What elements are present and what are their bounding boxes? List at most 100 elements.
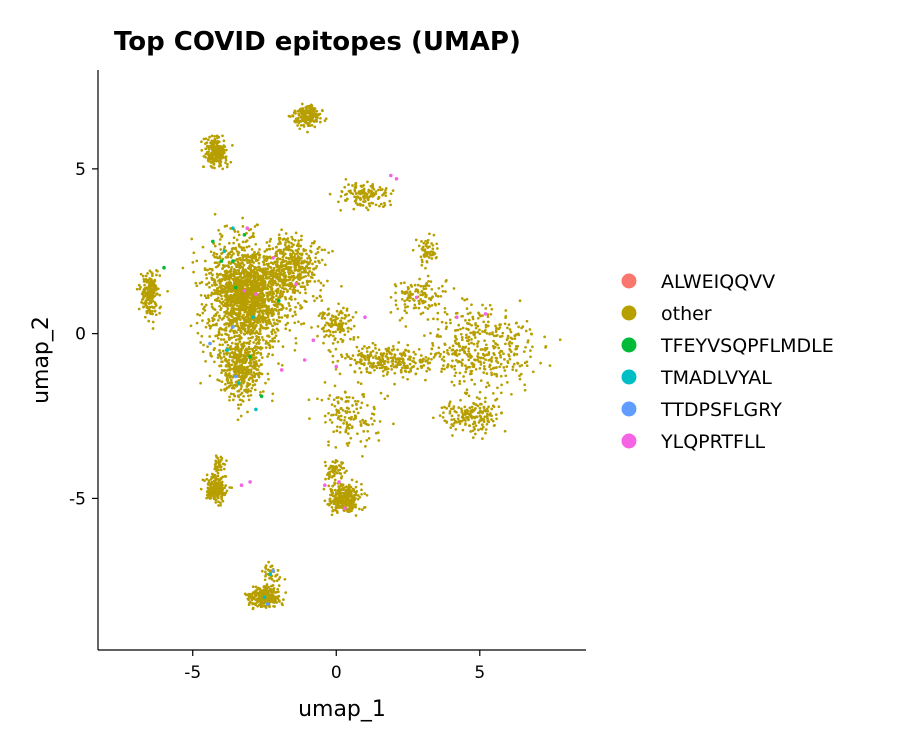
point-other-4030 [210, 166, 214, 169]
point-other-3325 [503, 322, 507, 326]
point-other-1614 [274, 298, 278, 301]
point-other-2964 [523, 388, 527, 392]
point-other-4978 [331, 509, 334, 513]
point-other-4249 [306, 130, 309, 134]
point-other-2458 [291, 288, 295, 292]
point-other-1630 [234, 282, 238, 285]
point-other-2469 [273, 300, 277, 304]
point-other-3239 [524, 345, 527, 349]
point-other-2267 [311, 262, 314, 266]
point-other-4892 [334, 505, 338, 509]
point-other-3327 [495, 326, 498, 330]
point-other-4290 [294, 112, 297, 115]
point-other-3384 [503, 429, 507, 433]
point-other-193 [232, 236, 236, 240]
point-other-4659 [220, 496, 223, 499]
point-other-3207 [428, 368, 431, 371]
point-other-3794 [379, 202, 383, 206]
point-other-3843 [366, 208, 370, 212]
point-other-1523 [229, 284, 233, 288]
point-other-660 [235, 238, 239, 242]
point-other-1441 [229, 293, 232, 297]
point-other-3290 [518, 374, 521, 378]
point-other-3169 [450, 380, 454, 384]
point-other-2097 [236, 389, 240, 393]
point-other-3724 [428, 245, 431, 249]
point-other-1931 [257, 365, 261, 368]
point-other-1661 [244, 268, 247, 272]
point-other-2516 [291, 284, 295, 288]
point-other-2669 [333, 337, 337, 340]
point-other-3920 [224, 161, 227, 165]
point-other-3272 [470, 378, 474, 382]
point-other-3002 [471, 317, 475, 321]
point-other-2953 [389, 356, 393, 360]
point-other-1625 [245, 277, 248, 281]
point-other-2922 [382, 360, 385, 364]
point-other-3177 [484, 358, 487, 362]
point-other-3335 [502, 366, 506, 369]
point-other-1449 [265, 291, 268, 295]
point-other-1542 [255, 318, 259, 321]
point-other-1410 [232, 311, 236, 314]
point-other-4296 [300, 102, 304, 106]
point-other-3725 [435, 255, 438, 259]
point-other-774 [209, 250, 213, 254]
point-other-3527 [486, 420, 490, 423]
point-other-2951 [394, 360, 398, 364]
point-other-2593 [335, 309, 339, 313]
point-other-4302 [139, 272, 143, 276]
point-other-2350 [307, 274, 310, 277]
point-other-1659 [263, 316, 267, 320]
point-other-3518 [472, 401, 475, 405]
point-other-1322 [288, 329, 292, 332]
point-other-3073 [467, 349, 470, 353]
point-other-3264 [506, 326, 509, 330]
point-other-3401 [443, 405, 446, 409]
point-other-1015 [239, 318, 242, 321]
point-other-2150 [235, 361, 239, 364]
point-other-1677 [246, 310, 250, 314]
point-other-2642 [356, 335, 360, 339]
point-other-2831 [353, 358, 357, 362]
point-other-3328 [423, 334, 426, 337]
point-other-1939 [226, 361, 230, 365]
point-other-4421 [135, 287, 139, 291]
point-other-2730 [351, 354, 355, 357]
point-other-3404 [441, 415, 445, 419]
point-other-4265 [308, 118, 312, 122]
point-other-3271 [485, 347, 489, 350]
point-other-1503 [210, 291, 214, 295]
point-other-4072 [211, 146, 215, 150]
point-other-1137 [212, 339, 215, 343]
point-other-1431 [220, 279, 223, 283]
point-other-2547 [273, 260, 277, 264]
point-other-2857 [368, 365, 372, 368]
point-other-2335 [288, 287, 292, 290]
point-other-4649 [221, 499, 225, 503]
point-other-2740 [334, 367, 338, 371]
point-other-1845 [240, 385, 243, 388]
point-other-3662 [404, 306, 407, 309]
point-other-3538 [482, 420, 486, 424]
point-other-2924 [372, 361, 376, 365]
point-other-1073 [238, 263, 242, 266]
point-other-3568 [405, 311, 408, 315]
point-other-3222 [467, 342, 471, 346]
point-other-3195 [440, 370, 443, 373]
point-other-1696 [241, 326, 245, 330]
point-other-2068 [243, 327, 247, 331]
point-other-3548 [469, 414, 473, 417]
point-other-4662 [220, 491, 223, 494]
point-other-1890 [270, 399, 274, 403]
point-other-1644 [236, 272, 240, 276]
point-other-3362 [440, 367, 444, 371]
point-other-1541 [240, 248, 244, 252]
point-other-1572 [248, 296, 252, 300]
point-other-2923 [396, 363, 400, 366]
point-other-3274 [509, 350, 513, 354]
point-other-3105 [476, 345, 479, 348]
point-other-2220 [284, 232, 288, 235]
point-other-2033 [246, 410, 249, 414]
point-other-3468 [460, 409, 464, 413]
